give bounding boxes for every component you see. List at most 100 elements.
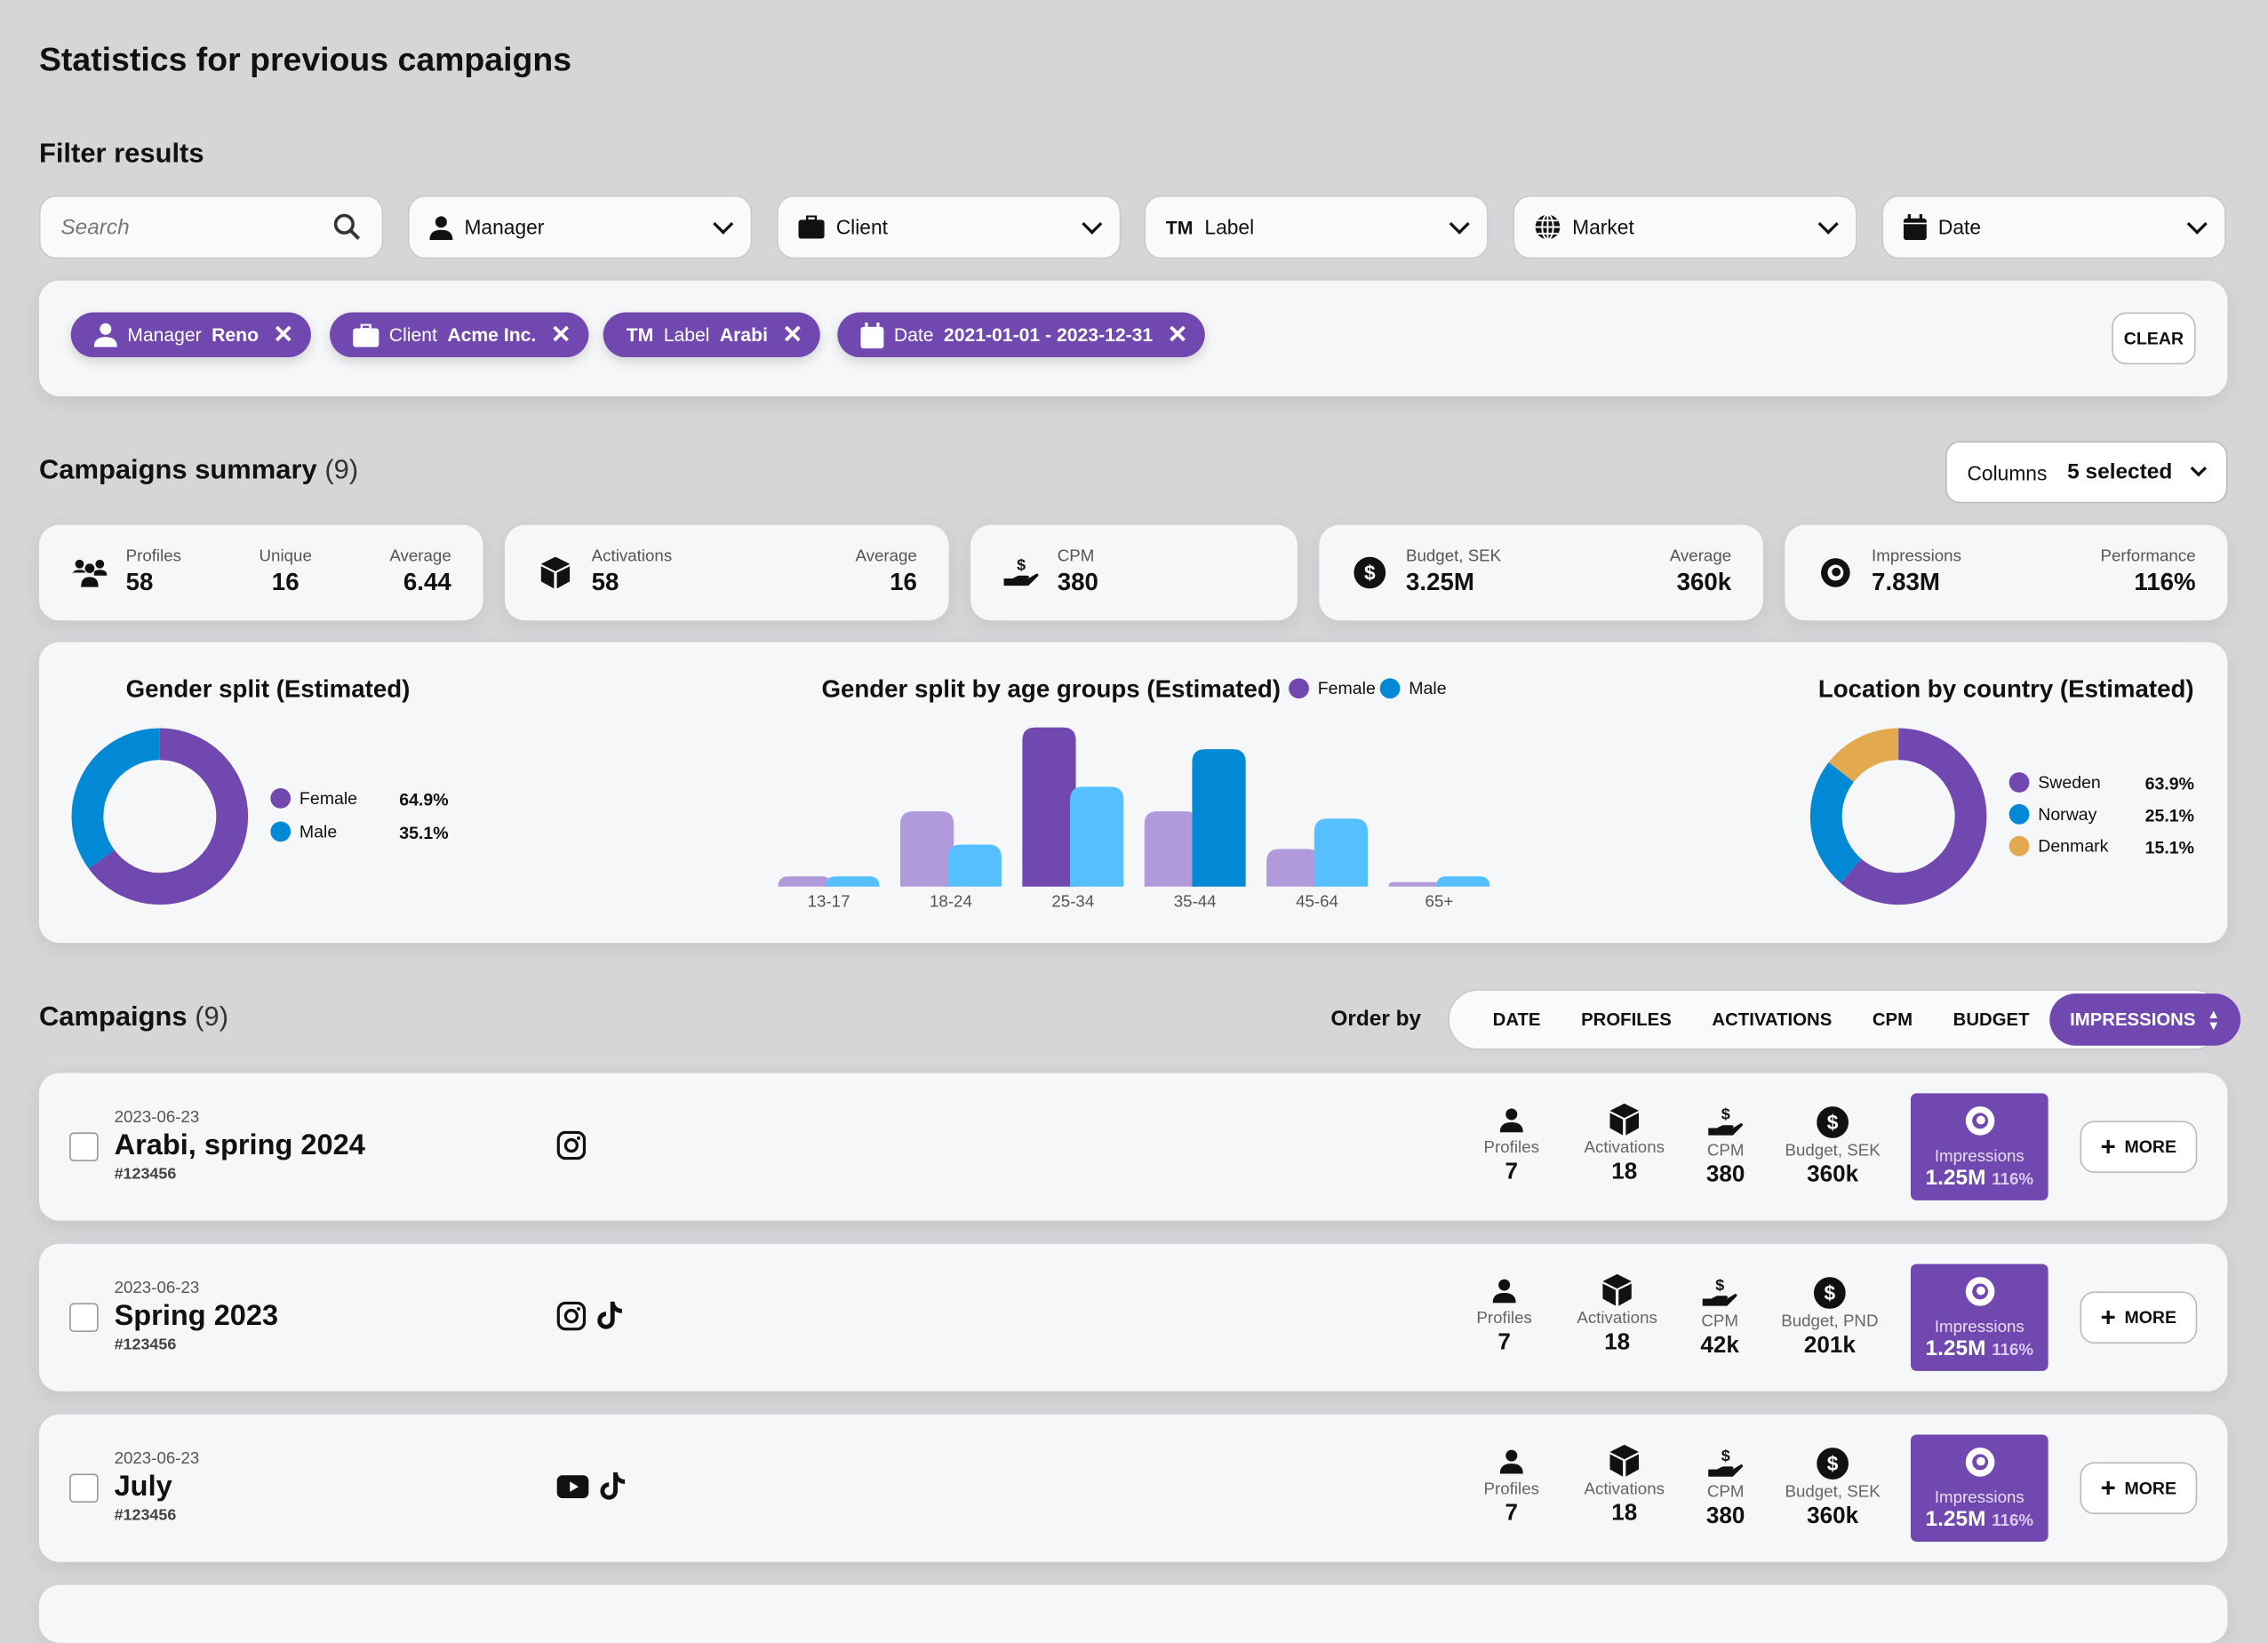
legend-swatch (270, 788, 291, 809)
filter-chip[interactable]: Client Acme Inc. ✕ (330, 312, 589, 358)
more-label: MORE (2124, 1478, 2177, 1499)
hand-dollar-icon: $ (1708, 1106, 1744, 1137)
summary-card-impressions: Impressions 7.83M Performance 116% (1785, 524, 2228, 621)
metric-value: 380 (1705, 1503, 1745, 1529)
stat-value: 360k (1676, 568, 1732, 596)
campaign-row[interactable]: 2023-06-23 July #123456 Profiles 7 Activat… (38, 1414, 2228, 1562)
legend-swatch (270, 821, 291, 842)
metric-value: 18 (1611, 1160, 1638, 1184)
filter-market[interactable]: Market (1513, 195, 1857, 259)
users-icon (71, 558, 108, 587)
filter-manager[interactable]: Manager (407, 195, 753, 259)
summary-card-cpm: $ CPM 380 (970, 524, 1298, 621)
filter-chip[interactable]: Date 2021-01-01 - 2023-12-31 ✕ (837, 312, 1206, 358)
chip-value: 2021-01-01 - 2023-12-31 (943, 323, 1154, 346)
campaign-name[interactable]: Spring 2023 (114, 1300, 279, 1332)
filter-label[interactable]: TM Label (1144, 195, 1489, 259)
dollar-circle-icon: $ (1351, 556, 1388, 589)
clear-button[interactable]: CLEAR (2112, 312, 2196, 365)
row-checkbox[interactable] (69, 1303, 99, 1332)
remove-chip-icon[interactable]: ✕ (782, 320, 803, 348)
user-icon (1499, 1105, 1523, 1134)
location-donut (1809, 728, 1987, 905)
legend-item: Denmark (2008, 835, 2108, 857)
metric-value: 42k (1700, 1333, 1739, 1359)
summary-title-text: Campaigns summary (38, 455, 317, 486)
summary-card-profiles: Profiles 58 Unique 16 Average 6.44 (38, 524, 483, 621)
filter-date[interactable]: Date (1881, 195, 2226, 259)
campaign-name[interactable]: Arabi, spring 2024 (114, 1129, 365, 1161)
search-input[interactable]: Search (38, 195, 384, 259)
order-budget[interactable]: BUDGET (1933, 1009, 2049, 1030)
legend-swatch (1379, 678, 1401, 699)
order-impressions[interactable]: IMPRESSIONS ▲ ▼ (2049, 993, 2240, 1046)
filter-heading: Filter results (38, 139, 204, 170)
donut-slice-denmark (1828, 728, 1899, 783)
impressions-metric: Impressions 1.25M 116% (1910, 1093, 2048, 1200)
campaign-row[interactable]: 2023-06-23 Arabi, spring 2024 #123456 Pr… (38, 1073, 2228, 1221)
order-cpm[interactable]: CPM (1852, 1009, 1933, 1030)
search-placeholder: Search (60, 214, 130, 240)
row-checkbox[interactable] (69, 1132, 99, 1161)
stat-label: Average (1669, 547, 1732, 566)
stat: CPM 380 (1058, 548, 1098, 597)
order-activations[interactable]: ACTIVATIONS (1692, 1009, 1852, 1030)
chip-key: Date (893, 323, 934, 346)
remove-chip-icon[interactable]: ✕ (550, 320, 571, 348)
filter-chip[interactable]: Manager Reno ✕ (70, 312, 312, 358)
legend-swatch (2008, 835, 2030, 857)
metric-value: 18 (1604, 1330, 1631, 1356)
stat: Average 360k (1670, 548, 1731, 597)
more-button[interactable]: + MORE (2080, 1121, 2198, 1173)
remove-chip-icon[interactable]: ✕ (273, 320, 294, 348)
impressions-metric: Impressions 1.25M 116% (1910, 1434, 2048, 1542)
stat-value: 380 (1057, 568, 1098, 596)
stat-label: Average (389, 547, 451, 566)
bar-male-25-34 (1070, 786, 1124, 887)
x-tick-label: 18-24 (930, 891, 972, 910)
stat: Average 16 (855, 548, 916, 597)
legend-swatch (1289, 678, 1309, 699)
svg-text:$: $ (1825, 1281, 1836, 1304)
stat-value: 6.44 (403, 568, 451, 596)
metric-label: Profiles (1483, 1139, 1539, 1158)
stat-value: 16 (890, 568, 917, 596)
svg-text:$: $ (1364, 562, 1376, 585)
chip-key: Client (388, 323, 437, 346)
order-by-segmented: DATE PROFILES ACTIVATIONS CPM BUDGET IMPRESSI… (1448, 989, 2240, 1050)
order-date[interactable]: DATE (1473, 1009, 1561, 1030)
filter-client[interactable]: Client (776, 195, 1122, 259)
campaign-id: #123456 (114, 1506, 177, 1525)
bar-male-65+ (1436, 876, 1490, 887)
campaign-row[interactable]: 2023-06-23 Spring 2023 #123456 Profiles 7… (38, 1243, 2228, 1392)
summary-count: (9) (324, 455, 359, 486)
metric-label: Impressions (1934, 1488, 2024, 1507)
order-by-label: Order by (1330, 1006, 1422, 1032)
campaign-name[interactable]: July (114, 1471, 172, 1503)
stat-label: CPM (1057, 547, 1095, 566)
metric-label: Profiles (1476, 1310, 1532, 1328)
more-button[interactable]: + MORE (2080, 1462, 2198, 1515)
row-checkbox[interactable] (69, 1473, 99, 1503)
metric-value: 7 (1497, 1330, 1511, 1356)
stat-label: Average (855, 547, 917, 566)
order-profiles[interactable]: PROFILES (1561, 1009, 1691, 1030)
performance-value: 116% (1992, 1341, 2034, 1360)
more-button[interactable]: + MORE (2080, 1291, 2198, 1344)
remove-chip-icon[interactable]: ✕ (1167, 320, 1188, 348)
x-tick-label: 25-34 (1051, 891, 1094, 910)
order-label: DATE (1492, 1009, 1541, 1030)
legend-label: Sweden (2038, 772, 2101, 793)
donut-slice-female (88, 728, 249, 905)
bar-male-13-17 (826, 876, 880, 887)
filter-chip[interactable]: TM Label Arabi ✕ (603, 312, 820, 358)
calendar-icon (1903, 213, 1927, 241)
chevron-down-icon (713, 212, 734, 234)
stat-label: Impressions (1872, 547, 1961, 566)
svg-text:$: $ (1827, 1111, 1839, 1134)
metric-label: Budget, PND (1781, 1312, 1879, 1331)
stat-value: 3.25M (1405, 568, 1474, 596)
columns-select[interactable]: Columns 5 selected (1945, 441, 2228, 504)
campaigns-count: (9) (195, 1001, 229, 1033)
legend-item: Male (270, 821, 337, 842)
